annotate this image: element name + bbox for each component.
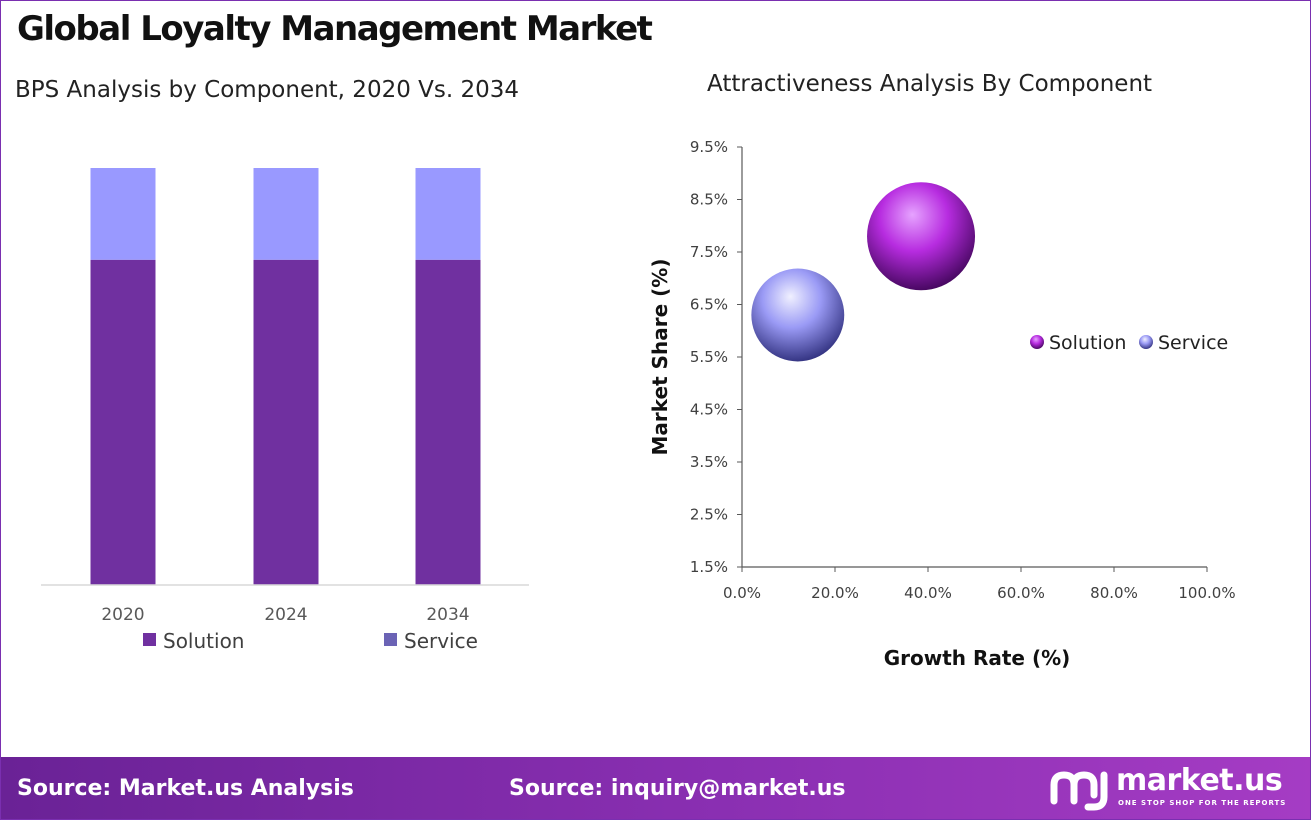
footer-bar: Source: Market.us Analysis Source: inqui… xyxy=(1,757,1310,819)
bubble-y-tick-label: 9.5% xyxy=(690,138,728,156)
bar-x-tick-label: 2034 xyxy=(426,605,469,625)
bubble-chart: 1.5% 2.5% 3.5% 4.5% 5.5% 6.5% 7.5% 8.5% 9.5% 0.0… xyxy=(648,138,1236,670)
brand-tagline: ONE STOP SHOP FOR THE REPORTS xyxy=(1118,799,1287,807)
footer-source-email[interactable]: Source: inquiry@market.us xyxy=(509,776,846,801)
legend-solution-label: Solution xyxy=(163,629,244,653)
bar-service-2020 xyxy=(90,168,156,260)
bubble-y-tick-label: 5.5% xyxy=(690,348,728,366)
bubble-chart-y-axis-label: Market Share (%) xyxy=(648,259,672,456)
bubble-x-tick-label: 0.0% xyxy=(723,584,761,602)
bubble-x-tick-label: 100.0% xyxy=(1178,584,1235,602)
bubble-y-tick-label: 6.5% xyxy=(690,296,728,314)
bar-chart-subtitle: BPS Analysis by Component, 2020 Vs. 2034 xyxy=(15,77,520,103)
bar-solution-2020 xyxy=(90,259,156,585)
bubble-service xyxy=(751,268,845,362)
bar-chart: 2020 2024 2034 Solution Service xyxy=(41,168,529,653)
brand-logo[interactable]: market.us ONE STOP SHOP FOR THE REPORTS xyxy=(1044,763,1294,813)
bubble-y-tick-label: 2.5% xyxy=(690,506,728,524)
bubble-x-tick-label: 20.0% xyxy=(811,584,859,602)
brand-name: market.us xyxy=(1116,763,1283,798)
bar-solution-2024 xyxy=(253,259,319,585)
bar-x-tick-label: 2020 xyxy=(101,605,144,625)
bar-service-2034 xyxy=(415,168,481,260)
legend-service-label: Service xyxy=(404,629,478,653)
bubble-x-tick-label: 60.0% xyxy=(997,584,1045,602)
bubble-y-tick-label: 8.5% xyxy=(690,191,728,209)
bubble-legend-service-label: Service xyxy=(1158,332,1228,354)
bubble-x-tick-label: 40.0% xyxy=(904,584,952,602)
bubble-y-tick-label: 4.5% xyxy=(690,401,728,419)
bubble-y-tick-label: 7.5% xyxy=(690,243,728,261)
footer-source-analysis: Source: Market.us Analysis xyxy=(17,776,354,801)
bubble-legend-solution-label: Solution xyxy=(1049,332,1126,354)
bubble-legend-service-marker xyxy=(1139,335,1153,349)
bubble-legend-solution-marker xyxy=(1030,335,1044,349)
market-us-logo-icon xyxy=(1050,771,1108,811)
bubble-chart-x-axis-label: Growth Rate (%) xyxy=(884,646,1071,670)
bubble-chart-subtitle: Attractiveness Analysis By Component xyxy=(707,71,1153,97)
page-title: Global Loyalty Management Market xyxy=(17,9,653,49)
bar-solution-2034 xyxy=(415,259,481,585)
legend-service-swatch xyxy=(384,633,397,646)
bubble-y-tick-label: 1.5% xyxy=(690,558,728,576)
bar-service-2024 xyxy=(253,168,319,260)
bubble-solution xyxy=(867,182,976,291)
legend-solution-swatch xyxy=(143,633,156,646)
bubble-y-tick-label: 3.5% xyxy=(690,453,728,471)
bubble-x-tick-label: 80.0% xyxy=(1090,584,1138,602)
bar-x-tick-label: 2024 xyxy=(264,605,307,625)
